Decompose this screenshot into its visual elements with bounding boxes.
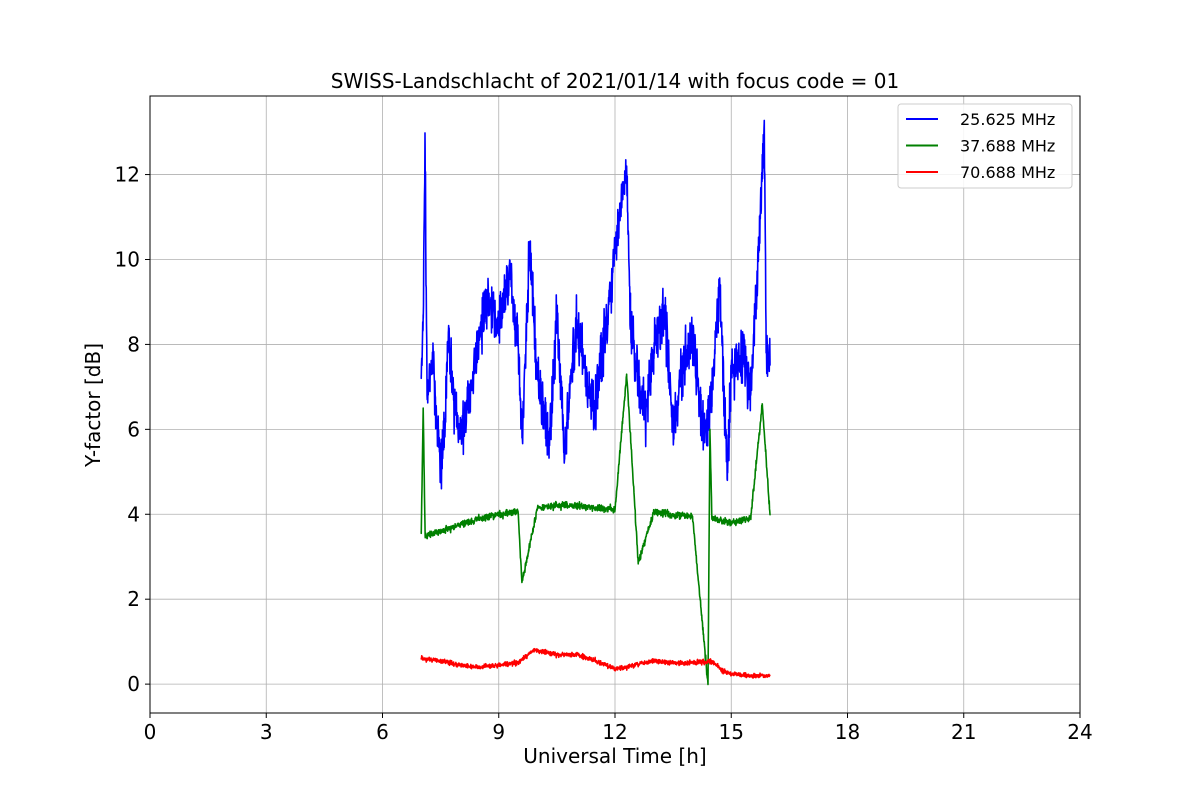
x-tick-label: 24 <box>1067 720 1092 744</box>
y-axis-label: Y-factor [dB] <box>81 343 105 468</box>
x-tick-label: 18 <box>835 720 860 744</box>
y-tick-label: 0 <box>127 672 140 696</box>
x-tick-label: 3 <box>260 720 273 744</box>
legend: 25.625 MHz 37.688 MHz 70.688 MHz <box>897 103 1073 189</box>
x-tick-label: 9 <box>492 720 505 744</box>
legend-box <box>897 103 1073 189</box>
y-tick-label: 2 <box>127 587 140 611</box>
y-tick-label: 12 <box>115 163 140 187</box>
x-axis-label: Universal Time [h] <box>523 744 706 768</box>
y-axis: 0 2 4 6 8 10 12 <box>115 163 150 696</box>
x-tick-label: 0 <box>144 720 157 744</box>
x-tick-label: 6 <box>376 720 389 744</box>
x-tick-label: 12 <box>602 720 627 744</box>
x-tick-label: 15 <box>719 720 744 744</box>
legend-label-2: 37.688 MHz <box>960 137 1055 156</box>
y-tick-label: 8 <box>127 332 140 356</box>
series-line-1 <box>420 119 771 490</box>
x-axis: 0 3 6 9 12 15 18 21 24 <box>144 713 1093 744</box>
series-line-2 <box>420 373 771 686</box>
y-tick-label: 4 <box>127 502 140 526</box>
legend-label-1: 25.625 MHz <box>960 110 1055 129</box>
x-tick-label: 21 <box>951 720 976 744</box>
chart-title: SWISS-Landschlacht of 2021/01/14 with fo… <box>331 69 899 93</box>
series-layer <box>420 119 771 686</box>
y-tick-label: 6 <box>127 417 140 441</box>
legend-label-3: 70.688 MHz <box>960 163 1055 182</box>
y-tick-label: 10 <box>115 247 140 271</box>
series-line-3 <box>420 647 771 679</box>
